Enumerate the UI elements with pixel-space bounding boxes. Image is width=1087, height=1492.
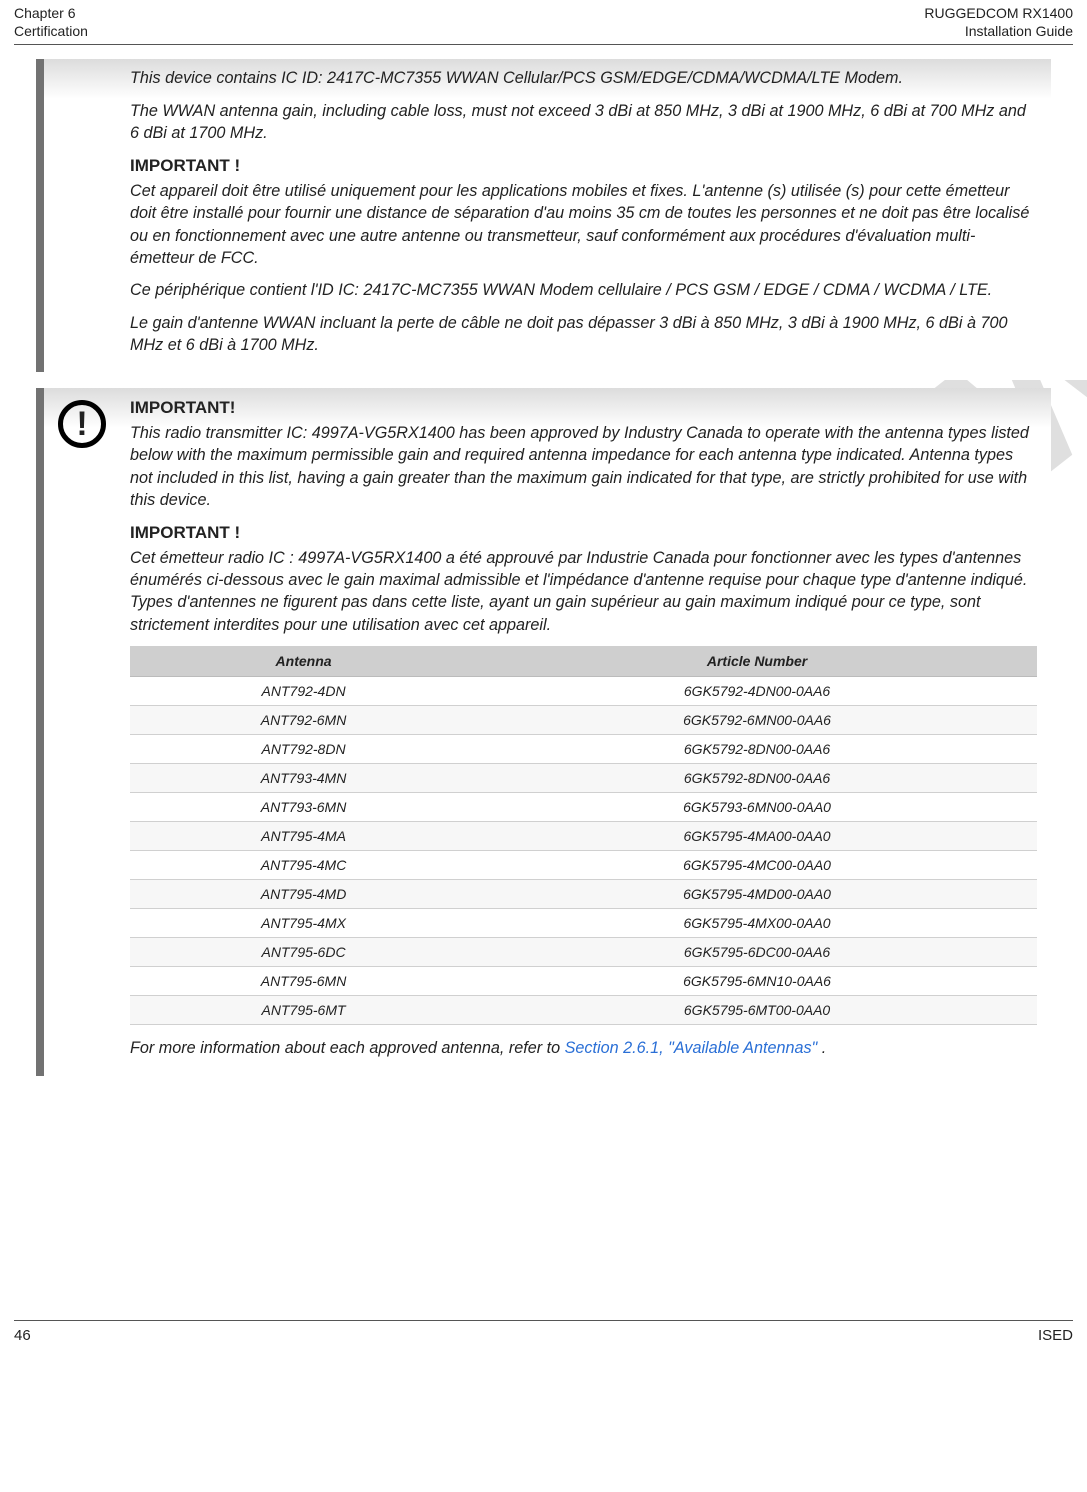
footer-right: ISED	[1038, 1327, 1073, 1344]
table-row: ANT792-8DN6GK5792-8DN00-0AA6	[130, 735, 1037, 764]
box2-p3: For more information about each approved…	[130, 1037, 1037, 1059]
box2-p2: Cet émetteur radio IC : 4997A-VG5RX1400 …	[130, 547, 1037, 636]
table-cell: 6GK5795-4MX00-0AA0	[477, 909, 1037, 938]
table-cell: 6GK5792-4DN00-0AA6	[477, 677, 1037, 706]
box2-p3-prefix: For more information about each approved…	[130, 1039, 565, 1057]
table-cell: 6GK5795-4MA00-0AA0	[477, 822, 1037, 851]
table-cell: 6GK5792-8DN00-0AA6	[477, 735, 1037, 764]
page-footer: 46 ISED	[0, 1321, 1087, 1354]
box2-heading-1: IMPORTANT!	[130, 396, 1037, 419]
table-cell: ANT795-4MD	[130, 880, 477, 909]
table-cell: 6GK5795-6MN10-0AA6	[477, 967, 1037, 996]
header-product: RUGGEDCOM RX1400	[924, 4, 1073, 22]
antenna-table: Antenna Article Number ANT792-4DN6GK5792…	[130, 646, 1037, 1025]
table-row: ANT795-6DC6GK5795-6DC00-0AA6	[130, 938, 1037, 967]
table-row: ANT795-6MN6GK5795-6MN10-0AA6	[130, 967, 1037, 996]
table-cell: ANT793-4MN	[130, 764, 477, 793]
table-cell: 6GK5795-4MD00-0AA0	[477, 880, 1037, 909]
table-cell: 6GK5795-4MC00-0AA0	[477, 851, 1037, 880]
box1-p1: This device contains IC ID: 2417C-MC7355…	[130, 67, 1037, 89]
antenna-col-1: Antenna	[130, 646, 477, 677]
table-row: ANT793-6MN6GK5793-6MN00-0AA0	[130, 793, 1037, 822]
table-row: ANT793-4MN6GK5792-8DN00-0AA6	[130, 764, 1037, 793]
table-cell: 6GK5792-6MN00-0AA6	[477, 706, 1037, 735]
available-antennas-link[interactable]: Section 2.6.1, "Available Antennas"	[565, 1039, 818, 1057]
table-row: ANT795-6MT6GK5795-6MT00-0AA0	[130, 996, 1037, 1025]
table-cell: ANT795-4MX	[130, 909, 477, 938]
table-cell: ANT795-6DC	[130, 938, 477, 967]
table-cell: 6GK5792-8DN00-0AA6	[477, 764, 1037, 793]
box1-heading: IMPORTANT !	[130, 154, 1037, 177]
header-doc: Installation Guide	[924, 22, 1073, 40]
page-header: Chapter 6 Certification RUGGEDCOM RX1400…	[0, 0, 1087, 42]
table-cell: ANT795-6MN	[130, 967, 477, 996]
table-row: ANT795-4MX6GK5795-4MX00-0AA0	[130, 909, 1037, 938]
header-section: Certification	[14, 22, 88, 40]
table-cell: 6GK5795-6DC00-0AA6	[477, 938, 1037, 967]
box2-p3-suffix: .	[817, 1039, 826, 1057]
table-cell: ANT792-6MN	[130, 706, 477, 735]
table-cell: ANT795-4MA	[130, 822, 477, 851]
box1-p2: The WWAN antenna gain, including cable l…	[130, 100, 1037, 145]
header-rule	[14, 44, 1073, 45]
notice-box-2: ! IMPORTANT! This radio transmitter IC: …	[36, 388, 1051, 1075]
table-row: ANT795-4MA6GK5795-4MA00-0AA0	[130, 822, 1037, 851]
important-icon: !	[58, 400, 118, 448]
table-cell: ANT795-4MC	[130, 851, 477, 880]
table-row: ANT792-6MN6GK5792-6MN00-0AA6	[130, 706, 1037, 735]
table-cell: ANT792-8DN	[130, 735, 477, 764]
box2-heading-2: IMPORTANT !	[130, 521, 1037, 544]
footer-page-number: 46	[14, 1327, 31, 1344]
table-row: ANT795-4MC6GK5795-4MC00-0AA0	[130, 851, 1037, 880]
table-cell: ANT795-6MT	[130, 996, 477, 1025]
table-cell: 6GK5795-6MT00-0AA0	[477, 996, 1037, 1025]
table-row: ANT795-4MD6GK5795-4MD00-0AA0	[130, 880, 1037, 909]
notice-box-1: This device contains IC ID: 2417C-MC7355…	[36, 59, 1051, 372]
antenna-col-2: Article Number	[477, 646, 1037, 677]
table-cell: 6GK5793-6MN00-0AA0	[477, 793, 1037, 822]
box1-p5: Le gain d'antenne WWAN incluant la perte…	[130, 312, 1037, 357]
box1-p3: Cet appareil doit être utilisé uniquemen…	[130, 180, 1037, 269]
box2-p1: This radio transmitter IC: 4997A-VG5RX14…	[130, 422, 1037, 511]
table-cell: ANT793-6MN	[130, 793, 477, 822]
table-cell: ANT792-4DN	[130, 677, 477, 706]
table-row: ANT792-4DN6GK5792-4DN00-0AA6	[130, 677, 1037, 706]
box1-p4: Ce périphérique contient l'ID IC: 2417C-…	[130, 279, 1037, 301]
header-chapter: Chapter 6	[14, 4, 88, 22]
